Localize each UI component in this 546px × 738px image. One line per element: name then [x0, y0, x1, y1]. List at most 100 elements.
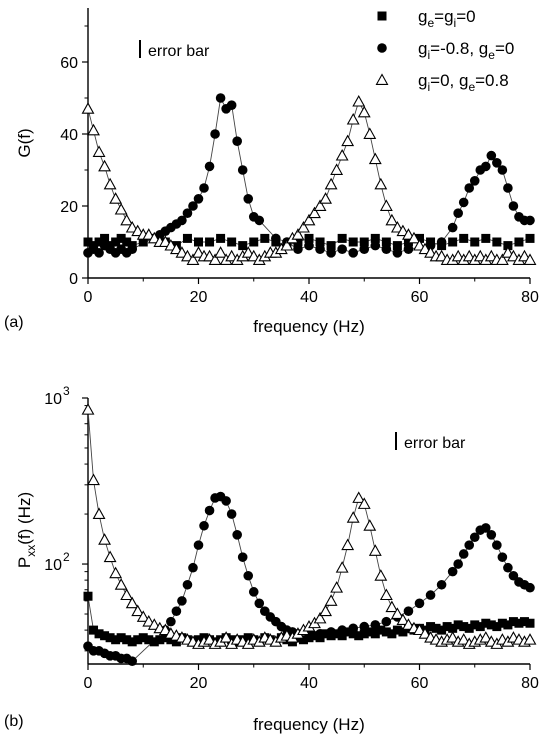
data-point — [193, 540, 204, 550]
data-point — [348, 248, 359, 258]
data-point — [481, 618, 491, 628]
data-point — [525, 215, 535, 226]
data-point — [315, 629, 325, 639]
y-tick-label: 20 — [60, 199, 78, 216]
data-point — [363, 127, 377, 139]
data-point — [357, 105, 371, 118]
data-point — [319, 192, 333, 204]
data-point — [254, 598, 265, 609]
x-axis-title: frequency (Hz) — [253, 715, 364, 734]
data-point — [503, 183, 513, 193]
data-point — [343, 627, 353, 637]
fit-curve-circle — [87, 96, 530, 254]
data-point — [346, 112, 360, 125]
y-tick-label: 60 — [60, 55, 78, 72]
data-point — [381, 237, 391, 247]
data-point — [103, 550, 117, 563]
data-point — [352, 94, 366, 107]
data-point — [216, 233, 226, 243]
data-point — [381, 627, 391, 637]
data-point — [111, 237, 121, 247]
panel-label: (b) — [4, 713, 24, 730]
data-point — [291, 228, 305, 240]
x-tick-label: 60 — [411, 675, 429, 692]
data-point — [370, 620, 381, 630]
data-point — [365, 627, 375, 637]
data-point — [337, 631, 347, 641]
data-point — [142, 228, 156, 240]
data-point — [506, 249, 520, 262]
data-point — [497, 165, 508, 175]
data-point — [188, 201, 198, 211]
data-point — [315, 244, 325, 254]
data-point — [475, 622, 485, 632]
data-point — [390, 220, 404, 233]
data-point — [354, 631, 364, 641]
data-point — [280, 238, 294, 251]
data-point — [457, 633, 471, 645]
data-point — [313, 611, 327, 624]
data-point — [260, 233, 270, 243]
data-point — [459, 233, 469, 243]
data-point — [359, 629, 369, 639]
data-point — [473, 249, 487, 262]
data-point — [116, 633, 126, 643]
data-point — [136, 610, 150, 622]
data-point — [204, 161, 215, 172]
data-point — [469, 176, 480, 186]
data-point — [226, 100, 237, 110]
data-point — [348, 629, 358, 639]
data-point — [131, 604, 145, 617]
data-point — [442, 622, 452, 632]
data-point — [247, 249, 261, 262]
data-point — [125, 220, 139, 233]
data-point — [392, 625, 402, 635]
data-point — [346, 511, 360, 523]
data-point — [448, 237, 458, 247]
data-point — [83, 237, 93, 247]
data-point — [418, 627, 432, 639]
data-point — [147, 231, 161, 244]
data-point — [368, 152, 382, 165]
x-tick-label: 0 — [84, 289, 93, 306]
x-tick-label: 20 — [190, 289, 208, 306]
data-point — [181, 249, 194, 262]
data-point — [464, 623, 474, 633]
data-point — [501, 246, 515, 258]
x-tick-label: 0 — [84, 675, 93, 692]
data-point — [525, 618, 535, 628]
data-point — [470, 237, 480, 247]
data-point — [298, 635, 308, 645]
data-point — [81, 403, 95, 415]
data-point — [226, 509, 237, 519]
data-point — [514, 618, 524, 628]
legend-entry: gi=0, ge=0.8 — [418, 71, 509, 94]
data-point — [503, 562, 513, 573]
data-point — [359, 244, 370, 254]
data-point — [164, 238, 178, 251]
data-point — [214, 246, 228, 258]
data-point — [492, 622, 502, 632]
data-point — [87, 123, 100, 136]
data-point — [508, 570, 519, 581]
data-point — [232, 529, 242, 540]
data-point — [89, 625, 99, 635]
data-point — [144, 635, 154, 645]
data-point — [402, 228, 415, 240]
data-point — [381, 616, 392, 627]
x-axis-title: frequency (Hz) — [253, 317, 364, 336]
data-point — [453, 559, 463, 569]
data-point — [525, 233, 535, 243]
data-point — [199, 183, 209, 193]
data-point — [370, 233, 380, 243]
data-point — [470, 620, 480, 630]
data-point — [127, 656, 137, 666]
data-point — [431, 623, 441, 633]
data-point — [199, 520, 209, 531]
data-point — [248, 587, 259, 597]
data-point — [109, 192, 123, 204]
data-point — [486, 150, 497, 161]
data-point — [232, 136, 242, 146]
data-point — [105, 633, 115, 643]
